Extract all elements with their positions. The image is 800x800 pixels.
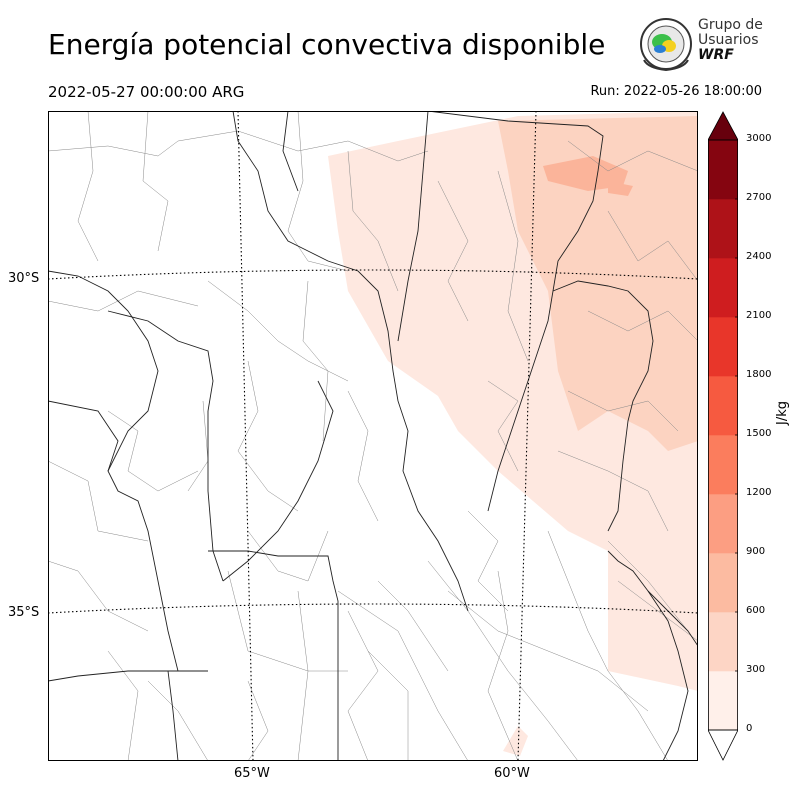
colorbar-bin <box>708 435 738 495</box>
lon-label-65w: 65°W <box>234 766 270 781</box>
logo-line1: Grupo de <box>698 17 763 33</box>
colorbar-tick-label: 600 <box>746 605 766 616</box>
colorbar-bin <box>708 258 738 318</box>
cape-shading <box>328 111 698 756</box>
logo-line3: WRF <box>698 47 734 63</box>
colorbar-tick-label: 1200 <box>746 487 772 498</box>
colorbar-tick-label: 900 <box>746 546 766 557</box>
colorbar-unit-label: J/kg <box>775 401 790 425</box>
colorbar-bin <box>708 317 738 377</box>
meridian-60w <box>517 111 537 761</box>
parallel-30s <box>48 269 698 280</box>
logo-text: Grupo de Usuarios WRF <box>698 18 763 63</box>
colorbar-tick-label: 300 <box>746 664 766 675</box>
colorbar-tick-label: 2400 <box>746 251 772 262</box>
run-time: Run: 2022-05-26 18:00:00 <box>590 84 762 99</box>
lat-label-35s: 35°S <box>8 605 40 620</box>
cape-region-low-south <box>503 726 528 756</box>
map-frame <box>48 111 698 761</box>
cape-region-mid <box>498 116 698 451</box>
colorbar-bin <box>708 494 738 554</box>
colorbar-tick-label: 2100 <box>746 310 772 321</box>
colorbar-tick-label: 3000 <box>746 133 772 144</box>
colorbar-tick-label: 1800 <box>746 369 772 380</box>
colorbar-tick-label: 2700 <box>746 192 772 203</box>
logo-line2: Usuarios <box>698 32 759 48</box>
chart-title: Energía potencial convectiva disponible <box>48 28 606 61</box>
cape-region-high-2 <box>608 181 633 196</box>
parallel-35s <box>48 603 698 614</box>
globe-icon <box>640 18 692 72</box>
colorbar-bin <box>708 140 738 200</box>
colorbar-bin <box>708 553 738 613</box>
province-boundaries <box>48 111 654 761</box>
graticule <box>48 111 698 761</box>
colorbar-bin <box>708 376 738 436</box>
lon-label-60w: 60°W <box>494 766 530 781</box>
colorbar <box>708 111 738 761</box>
colorbar-over-arrow <box>708 111 738 141</box>
department-boundaries <box>48 111 698 761</box>
valid-time: 2022-05-27 00:00:00 ARG <box>48 83 245 101</box>
colorbar-bin <box>708 612 738 672</box>
map-panel <box>48 111 698 761</box>
colorbar-bin <box>708 671 738 731</box>
colorbar-under-arrow <box>708 729 738 761</box>
colorbar-bin <box>708 199 738 259</box>
colorbar-tick-label: 1500 <box>746 428 772 439</box>
wrf-logo: Grupo de Usuarios WRF <box>638 16 778 72</box>
meridian-65w <box>237 111 254 761</box>
colorbar-tick-label: 0 <box>746 723 753 734</box>
cape-region-high-1 <box>543 156 628 191</box>
coastline <box>607 550 698 761</box>
lat-label-30s: 30°S <box>8 271 40 286</box>
